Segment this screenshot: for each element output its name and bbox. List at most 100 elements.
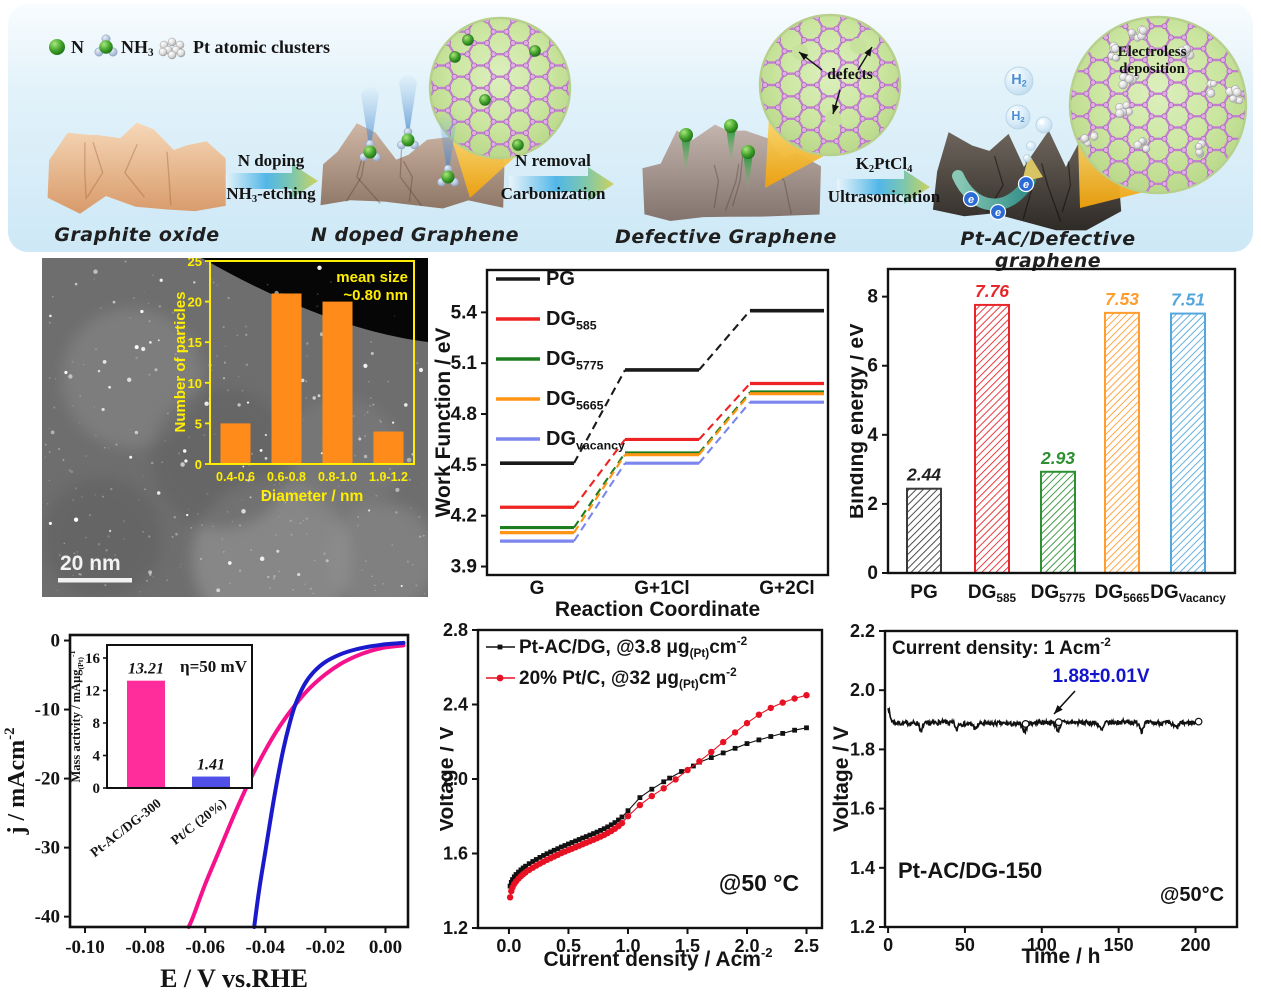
lattice-atom [1103, 57, 1110, 64]
x-category-label: DG5775 [1031, 582, 1086, 605]
polarization-curve [186, 643, 406, 929]
tspan-gfx: -2 [2, 727, 18, 739]
tem-particle-speck [212, 525, 215, 527]
tem-particle-speck [312, 592, 315, 595]
tem-particle-speck [374, 584, 376, 587]
circle-marker [506, 894, 514, 901]
lattice-atom [833, 70, 840, 77]
tem-particle-speck [78, 421, 80, 424]
tem-particle-speck [242, 465, 245, 468]
tem-particle-speck [358, 437, 362, 441]
tem-particle-speck [180, 462, 185, 467]
electron-label: e [995, 207, 1001, 219]
tem-particle-speck [50, 430, 55, 435]
y-tick-label: 2.4 [443, 695, 468, 715]
lattice-atom [471, 0, 476, 1]
lattice-atom [1220, 57, 1227, 64]
tem-particle-speck [110, 487, 113, 491]
square-marker [720, 750, 726, 756]
bar-value-label: 7.76 [975, 281, 1009, 301]
tspan-gfx: -0.10 [65, 937, 105, 958]
square-marker [523, 863, 528, 869]
tem-particle-speck [99, 306, 102, 310]
tem-particle-speck [159, 278, 163, 282]
tem-particle-speck [363, 454, 368, 459]
y-tick-label: 3.9 [451, 557, 477, 578]
y-axis-title: Voltage / V [440, 726, 458, 832]
inset-y-axis-title: Mass activity / mAμg(Pt)-1 [68, 650, 85, 782]
lattice-atom [451, 96, 458, 103]
bubble-highlight [1024, 155, 1027, 158]
tem-particle-speck [245, 333, 248, 337]
square-marker [708, 755, 714, 760]
pt-cluster-atom [1127, 28, 1136, 37]
lattice-atom [1071, 113, 1077, 120]
lattice-atom [775, 82, 782, 89]
histogram-bar [220, 423, 251, 464]
lattice-atom [1161, 158, 1168, 165]
tem-particle-speck [303, 418, 305, 421]
tem-particle-speck [48, 521, 52, 525]
inset-bar [127, 680, 165, 788]
y-axis-title: j / mAcm-2 [2, 727, 30, 835]
lattice-atom [1168, 79, 1175, 86]
tem-particle-speck [356, 524, 360, 527]
tem-particle-speck [391, 544, 394, 546]
x-category-label: PG [910, 582, 937, 603]
tem-particle-speck [105, 548, 108, 552]
lattice-atom [1090, 146, 1097, 153]
inset-category-label: Pt/C (20%) [168, 796, 229, 848]
tspan-gfx: 2.0 [850, 680, 875, 700]
lattice-atom [529, 73, 536, 80]
lattice-atom [529, 141, 536, 148]
lattice-atom [1200, 68, 1207, 75]
lattice-atom [1168, 124, 1175, 131]
tem-particle-speck [418, 515, 421, 519]
tem-particle-speck [214, 433, 216, 435]
tspan-gfx: 2.2 [850, 621, 875, 641]
square-marker [756, 737, 762, 743]
tem-particle-speck [369, 397, 372, 400]
tem-particle-speck [317, 394, 321, 398]
tspan-gfx: @50°C [1160, 884, 1224, 906]
tem-particle-speck [418, 367, 424, 373]
tem-particle-speck [368, 381, 370, 383]
tem-particle-speck [210, 369, 213, 371]
tem-particle-speck [72, 574, 74, 577]
square-marker [792, 727, 797, 733]
square-marker [544, 851, 550, 857]
square-marker [612, 820, 618, 825]
tem-particle-speck [224, 345, 226, 347]
histogram-bar [373, 431, 404, 464]
tspan-gfx: mean size [336, 269, 408, 286]
n-dopant-atom [529, 45, 541, 57]
plot-frame [883, 629, 1239, 929]
tem-particle-speck [394, 315, 396, 317]
tem-particle-speck [372, 403, 375, 406]
tem-particle-speck [48, 479, 51, 482]
wf-connector [573, 454, 626, 534]
lattice-atom [1226, 68, 1233, 75]
tspan-gfx: (Pt) [690, 646, 710, 660]
tem-particle-speck [251, 452, 253, 455]
lattice-atom [1090, 102, 1097, 109]
wf-connector [573, 438, 626, 508]
tem-particle-speck [284, 501, 287, 504]
lattice-atom [549, 107, 556, 114]
tem-particle-speck [422, 534, 425, 537]
legend-label: DG585 [546, 308, 597, 332]
tem-particle-speck [391, 421, 395, 424]
pt-cluster-atom [1124, 74, 1134, 84]
series-line [509, 694, 807, 898]
tem-particle-speck [370, 351, 374, 356]
tspan-gfx: 100 [1027, 935, 1057, 955]
lattice-atom [490, 51, 497, 58]
pt-cluster-atom [1177, 46, 1187, 56]
bar-value-label: 2.44 [906, 465, 941, 485]
lattice-atom [1142, 57, 1149, 64]
wf-connector [573, 462, 626, 542]
lattice-atom [1207, 102, 1214, 109]
tem-particle-speck [73, 552, 76, 555]
tspan-gfx: 0 [195, 457, 202, 472]
lattice-atom [1187, 158, 1194, 165]
